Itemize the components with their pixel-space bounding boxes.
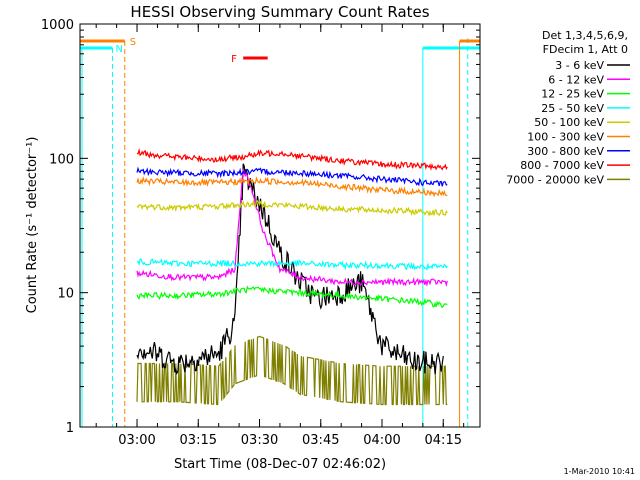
x-tick-label: 04:00 — [363, 433, 400, 448]
flare-label: F — [231, 54, 237, 65]
legend-header-line: FDecim 1, Att 0 — [543, 43, 628, 56]
legend-entry-label: 800 - 7000 keV — [520, 159, 604, 172]
legend-entry-label: 3 - 6 keV — [555, 59, 604, 72]
legend-entry-label: 6 - 12 keV — [548, 73, 604, 86]
x-tick-label: 03:15 — [180, 433, 217, 448]
legend: Det 1,3,4,5,6,9,FDecim 1, Att 0 3 - 6 keV… — [506, 29, 630, 186]
legend-entry-label: 7000 - 20000 keV — [506, 173, 604, 186]
axes: 1 10 100 1000 03:00 03:15 03:30 03:45 04:00 04:15 — [41, 18, 480, 448]
series-line-50-100-kev — [136, 199, 448, 218]
series-line-3-6-kev — [136, 163, 444, 375]
series-layer — [136, 147, 448, 406]
y-tick-label: 10 — [57, 287, 74, 302]
x-axis-label: Start Time (08-Dec-07 02:46:02) — [174, 457, 386, 472]
y-axis-label: Count Rate (s⁻¹ detector⁻¹) — [25, 137, 40, 314]
x-tick-label: 03:00 — [118, 433, 155, 448]
series-line-12-25-kev — [136, 285, 448, 309]
y-tick-label: 1000 — [41, 18, 74, 33]
legend-entry-label: 100 - 300 keV — [527, 131, 604, 144]
series-line-100-300-kev — [136, 176, 448, 198]
saa-label: S — [130, 37, 136, 48]
footer-date: 1-Mar-2010 10:41 — [564, 467, 635, 476]
chart-title: HESSI Observing Summary Count Rates — [130, 3, 429, 21]
legend-entry-label: 25 - 50 keV — [541, 102, 604, 115]
x-tick-label: 03:30 — [241, 433, 278, 448]
legend-entry-label: 12 - 25 keV — [541, 88, 604, 101]
legend-header-line: Det 1,3,4,5,6,9, — [542, 29, 628, 42]
series-line-800-7000-kev — [136, 147, 448, 172]
series-line-6-12-kev — [136, 169, 448, 287]
series-line-7000-20000-kev — [136, 335, 448, 406]
series-line-25-50-kev — [136, 258, 448, 271]
observing-interval-bands: NS F — [80, 37, 480, 427]
y-tick-label: 100 — [49, 152, 74, 167]
series-line-300-800-kev — [136, 166, 448, 187]
night-label: N — [116, 44, 123, 55]
legend-entry-label: 50 - 100 keV — [534, 116, 604, 129]
x-tick-label: 04:15 — [425, 433, 462, 448]
x-tick-label: 03:45 — [302, 433, 339, 448]
legend-entry-label: 300 - 800 keV — [527, 145, 604, 158]
y-tick-label: 1 — [66, 421, 74, 436]
